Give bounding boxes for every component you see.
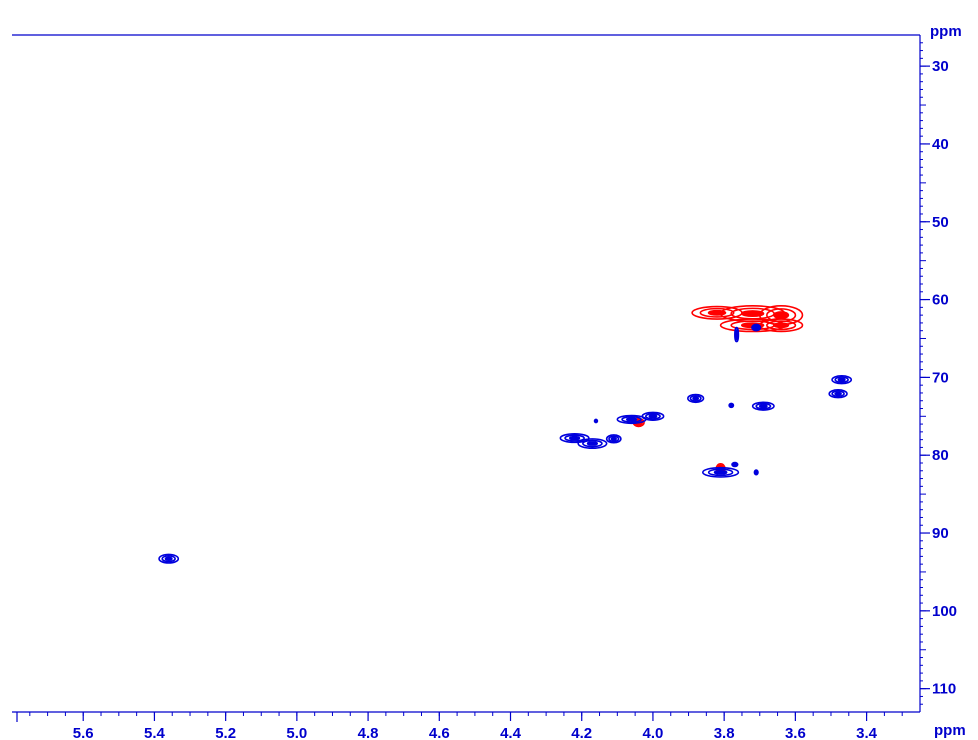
contour-ring [834, 376, 849, 384]
contour-ring [751, 401, 775, 411]
y-tick-label: 100 [932, 603, 957, 620]
x-tick-label: 5.4 [144, 725, 166, 740]
contour-ring [740, 310, 765, 318]
contour-ring [568, 435, 581, 441]
y-tick-label: 60 [932, 292, 949, 309]
contour-ring [701, 466, 740, 478]
contour-peak [605, 434, 622, 444]
contour-peak [687, 393, 705, 404]
contour-peak [758, 318, 804, 333]
contour-ring [621, 416, 642, 423]
contour-peak [641, 411, 665, 421]
y-tick-label: 70 [932, 369, 949, 386]
contour-ring [648, 414, 658, 419]
contour-ring [692, 396, 700, 401]
y-tick-label: 40 [932, 136, 949, 153]
contour-ring [752, 324, 760, 331]
contour-ring [577, 438, 608, 450]
contour-ring [164, 556, 173, 561]
x-tick-label: 5.2 [215, 725, 236, 740]
x-tick-label: 4.2 [571, 725, 592, 740]
contour-peak [751, 401, 775, 411]
x-tick-label: 4.8 [358, 725, 379, 740]
contour-ring [161, 555, 176, 563]
contour-peak [734, 326, 740, 343]
y-tick-label: 90 [932, 525, 949, 542]
x-axis-unit-label: ppm [934, 722, 966, 739]
contour-ring [625, 417, 638, 422]
contour-ring [773, 311, 790, 320]
contour-ring [751, 323, 762, 332]
contour-peak [731, 461, 739, 468]
y-tick-label: 30 [932, 58, 949, 75]
contour-peak [751, 323, 762, 332]
plot-axes: 5.6 5.4 5.2 5.0 4.8 4.6 4.4 4.2 4.0 3.8 3.6 3.4 30 40… [12, 34, 957, 740]
contour-ring [586, 441, 599, 446]
x-tick-label: 4.4 [500, 725, 522, 740]
contour-ring [713, 469, 728, 475]
contour-peak [828, 389, 848, 399]
contour-ring [766, 320, 797, 331]
contour-ring [644, 412, 661, 420]
contour-peak [753, 469, 759, 476]
y-tick-label: 80 [932, 447, 949, 464]
contour-ring [831, 375, 853, 385]
contour-ring [758, 404, 768, 409]
contour-ring [158, 553, 180, 564]
contour-ring [734, 329, 739, 341]
contour-peak [701, 466, 740, 478]
contour-ring [837, 377, 846, 382]
contour-ring [828, 389, 848, 399]
contour-ring [729, 403, 734, 408]
contour-ring [773, 322, 790, 329]
contour-ring [594, 419, 598, 423]
contour-ring [732, 462, 738, 467]
contour-peak [158, 553, 180, 564]
contour-ring [689, 394, 702, 402]
contour-peak [593, 418, 599, 424]
x-tick-label: 5.6 [73, 725, 94, 740]
red-contour-group [632, 304, 804, 474]
contour-ring [610, 436, 617, 441]
contour-ring [608, 435, 620, 443]
contour-ring [831, 390, 845, 398]
contour-ring [755, 402, 772, 410]
contour-ring [582, 439, 603, 448]
x-tick-label: 4.0 [643, 725, 664, 740]
contour-ring [559, 433, 590, 444]
contour-peak [577, 438, 608, 450]
contour-ring [834, 391, 842, 396]
contour-peak [728, 402, 735, 409]
contour-ring [699, 307, 735, 318]
x-tick-label: 4.6 [429, 725, 450, 740]
contour-ring [564, 434, 585, 442]
y-axis-unit-label: ppm [930, 23, 962, 40]
x-tick-label: 5.0 [286, 725, 307, 740]
contour-peak [559, 433, 590, 444]
contour-ring [754, 469, 759, 475]
y-tick-label: 110 [932, 681, 956, 698]
contour-ring [707, 468, 734, 477]
contour-ring [605, 434, 622, 444]
x-tick-label: 3.6 [785, 725, 806, 740]
blue-contour-group [158, 323, 853, 564]
contour-ring [687, 393, 705, 404]
y-tick-label: 50 [932, 214, 949, 231]
contour-ring [641, 411, 665, 421]
x-tick-label: 3.8 [714, 725, 735, 740]
x-tick-label: 3.4 [856, 725, 878, 740]
contour-peak [831, 375, 853, 385]
